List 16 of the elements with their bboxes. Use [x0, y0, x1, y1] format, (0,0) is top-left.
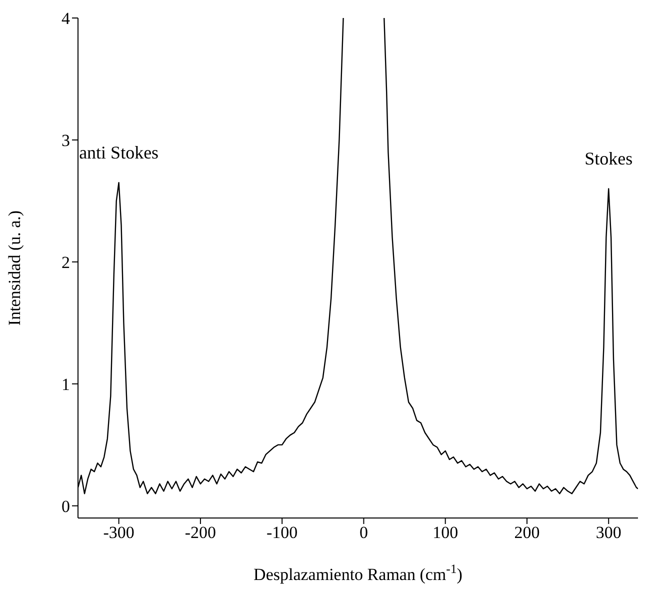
y-axis-title: Intensidad (u. a.)	[5, 210, 24, 326]
y-tick-label: 1	[62, 374, 70, 394]
x-axis-title: Desplazamiento Raman (cm$^{-1}$)	[254, 562, 462, 584]
y-tick-label: 2	[62, 252, 70, 272]
x-tick-label: 200	[514, 523, 540, 542]
y-tick-label: 0	[62, 496, 70, 516]
x-tick-label: 300	[596, 523, 622, 542]
x-tick-label: -200	[184, 523, 216, 542]
y-tick-label: 3	[62, 130, 70, 150]
annotation: anti Stokes	[79, 142, 159, 163]
x-tick-label: -300	[103, 523, 134, 542]
annotation: Stokes	[584, 148, 633, 169]
y-tick-label: 4	[62, 9, 70, 28]
x-tick-label: -100	[266, 523, 298, 542]
x-tick-label: 100	[432, 523, 458, 542]
x-tick-label: 0	[359, 523, 368, 542]
